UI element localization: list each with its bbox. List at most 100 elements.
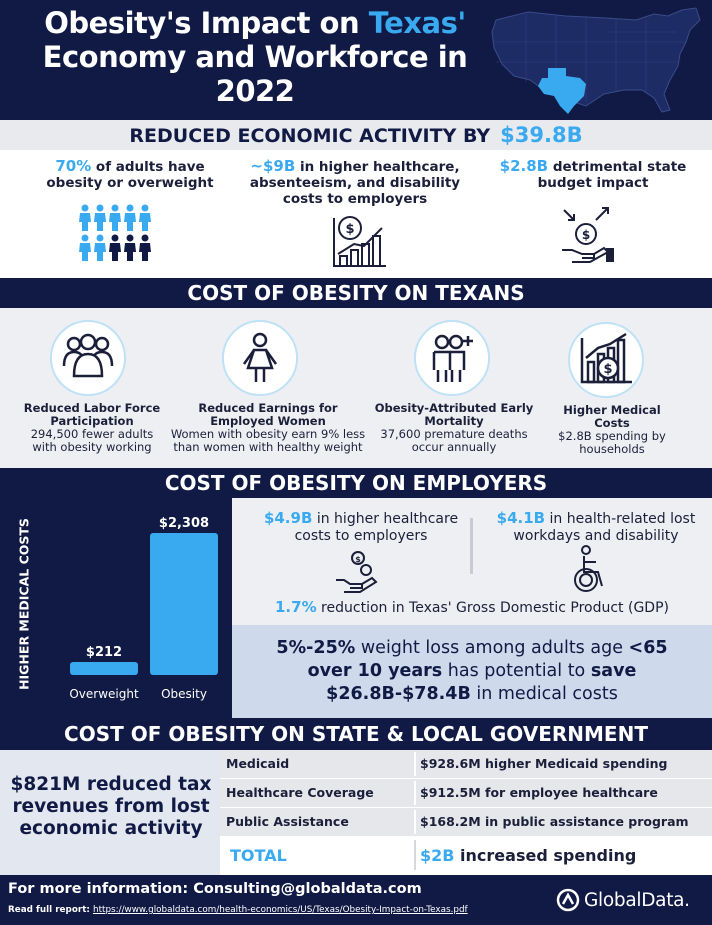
title-year: 2022 [215, 74, 295, 108]
callout-part: over 10 years [307, 661, 443, 681]
callout-part: weight loss among adults age [355, 638, 629, 658]
person-figure [79, 234, 91, 261]
money-hand-icon: $ [336, 551, 378, 593]
title-part: Obesity's Impact on [44, 6, 369, 40]
footer: For more information: Consulting@globald… [0, 875, 712, 925]
divider [414, 810, 416, 834]
divider [414, 840, 416, 870]
texans-item-mortality: Obesity-Attributed Early Mortality 37,60… [374, 402, 534, 454]
person-figure [124, 204, 136, 231]
item-desc: 294,500 fewer adults with obesity workin… [30, 427, 154, 454]
person-figure [139, 234, 151, 261]
callout-part: in medical costs [470, 684, 618, 704]
category-label: Overweight [69, 687, 139, 701]
globaldata-logo-icon [556, 888, 580, 912]
table-row: Public Assistance Program $168.2M in pub… [220, 808, 712, 857]
economic-activity-heading: REDUCED ECONOMIC ACTIVITY BY $39.8B [0, 120, 712, 150]
bar-obesity [150, 533, 218, 675]
texans-item-earnings: Reduced Earnings for Employed Women Wome… [168, 402, 368, 454]
economic-item-budget: $2.8B detrimental state budget impact [488, 158, 698, 191]
people-plus-icon [432, 334, 473, 382]
stat-text: of adults have obesity or overweight [46, 159, 214, 191]
item-desc: $2.8B spending by households [558, 429, 666, 456]
people-plus-icon-circle [414, 320, 490, 396]
group-icon [62, 333, 114, 378]
person-figure [109, 234, 121, 261]
economic-section: 70% of adults have obesity or overweight… [0, 150, 712, 278]
row-label: Medicaid [226, 756, 290, 771]
stat-value: 1.7% [275, 598, 317, 616]
report-link[interactable]: https://www.globaldata.com/health-econom… [93, 905, 468, 915]
item-title: Obesity-Attributed Early Mortality [374, 401, 534, 428]
callout-part: 5%-25% [276, 638, 356, 658]
wheelchair-icon [574, 545, 603, 592]
callout-part: <65 [628, 638, 668, 658]
person-figure [109, 204, 121, 231]
report-label: Read full report: [8, 905, 93, 915]
weight-loss-callout: 5%-25% weight loss among adults age <65 … [232, 625, 712, 718]
stat-value: ~$9B [250, 157, 296, 175]
stat-text: in health-related lost workdays and disa… [513, 511, 696, 544]
budget-hand-icon: $ [562, 207, 614, 263]
person-figure [139, 204, 151, 231]
cost-chart-icon: $ [333, 216, 386, 267]
group-icon-circle [50, 320, 126, 396]
chart-y-label: HIGHER MEDICAL COSTS [16, 518, 32, 690]
svg-text:$: $ [582, 228, 590, 242]
gdp-item: 1.7% reduction in Texas' Gross Domestic … [232, 598, 712, 616]
report-line: Read full report: https://www.globaldata… [8, 905, 468, 915]
stat-text: reduction in Texas' Gross Domestic Produ… [316, 600, 669, 616]
stat-value: $2.8B [499, 157, 549, 175]
texans-section: Reduced Labor Force Participation 294,50… [0, 308, 712, 468]
medical-cost-icon-circle: $ [568, 322, 644, 398]
texans-item-medical: Higher Medical Costs $2.8B spending by h… [544, 404, 680, 456]
stat-text: in higher healthcare costs to employers [294, 511, 459, 544]
stat-value: 70% [55, 157, 92, 175]
person-figure [94, 234, 106, 261]
bar-value-label: $212 [86, 645, 122, 660]
svg-text:$: $ [603, 362, 612, 377]
svg-text:$: $ [345, 222, 354, 237]
employers-heading: COST OF OBESITY ON EMPLOYERS [0, 468, 712, 498]
government-section: $821M reduced tax revenues from lost eco… [0, 750, 712, 875]
person-figure [79, 204, 91, 231]
callout-part: has potential to [442, 661, 591, 681]
economic-item-adults: 70% of adults have obesity or overweight [30, 158, 230, 191]
woman-icon-circle [222, 320, 298, 396]
item-title: Higher Medical Costs [563, 403, 661, 430]
total-label: TOTAL [230, 846, 287, 865]
table-row: Healthcare Coverage $912.5M for employee… [220, 779, 712, 828]
person-figure [124, 234, 136, 261]
title-highlight: Texas' [368, 6, 467, 40]
total-row: TOTAL $2B increased spending [220, 837, 712, 874]
header: Obesity's Impact on Texas' Economy and W… [0, 0, 712, 120]
table-row: Medicaid $928.6M higher Medicaid spendin… [220, 750, 712, 778]
economic-amount: $39.8B [500, 123, 583, 147]
total-text: increased spending [454, 846, 637, 865]
item-desc: 37,600 premature deaths occur annually [380, 427, 528, 454]
person-figure [94, 204, 106, 231]
bar-overweight [70, 661, 138, 675]
item-title: Reduced Labor Force Participation [23, 401, 161, 428]
tax-revenue-summary: $821M reduced tax revenues from lost eco… [0, 750, 220, 875]
woman-icon [242, 332, 278, 382]
row-value: $928.6M higher Medicaid spending [420, 756, 668, 771]
stat-text: detrimental state budget impact [537, 159, 687, 191]
title-line2: Economy and Workforce in [42, 40, 468, 74]
us-map-icon [491, 7, 701, 114]
globaldata-logo: GlobalData. [556, 887, 690, 913]
economic-item-employers: ~$9B in higher healthcare, absenteeism, … [240, 158, 470, 207]
employer-item-workdays: $4.1B in health-related lost workdays an… [484, 510, 708, 545]
row-label: Healthcare Coverage [226, 785, 374, 800]
total-value: $2B [420, 846, 455, 865]
logo-text: GlobalData. [584, 889, 690, 911]
people-icon [79, 204, 151, 261]
stat-text: in higher healthcare, absenteeism, and d… [249, 159, 461, 207]
callout-part: save [590, 661, 637, 681]
category-label: Obesity [161, 687, 207, 701]
divider [414, 752, 416, 776]
stat-value: $4.1B [496, 509, 546, 527]
employer-item-healthcare: $4.9B in higher healthcare costs to empl… [246, 510, 476, 545]
bar-value-label: $2,308 [159, 516, 209, 531]
texans-heading: COST OF OBESITY ON TEXANS [0, 278, 712, 308]
